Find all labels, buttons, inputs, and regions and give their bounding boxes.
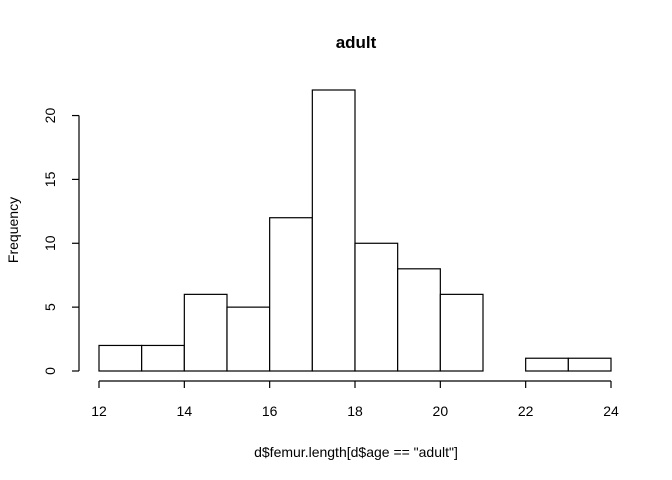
histogram-bar-1 xyxy=(141,344,185,372)
y-tick-label-10: 10 xyxy=(42,235,58,251)
x-tick-label-18: 18 xyxy=(347,403,363,419)
x-tick-label-24: 24 xyxy=(603,403,619,419)
y-tick-label-20: 20 xyxy=(42,108,58,124)
x-axis: 12 14 16 18 20 22 24 xyxy=(91,380,619,419)
x-tick-label-16: 16 xyxy=(262,403,278,419)
histogram-bar-6 xyxy=(354,242,399,372)
histogram-bar-8 xyxy=(439,293,484,372)
histogram-bar-4 xyxy=(269,217,313,372)
x-tick-label-14: 14 xyxy=(177,403,193,419)
x-tick-label-12: 12 xyxy=(91,403,107,419)
histogram-bar-11 xyxy=(567,357,612,372)
x-axis-label: d$femur.length[d$age == "adult"] xyxy=(254,444,458,460)
histogram-bar-3 xyxy=(226,306,271,372)
histogram-bar-2 xyxy=(183,293,228,372)
y-tick-label-0: 0 xyxy=(42,367,58,375)
chart-title: adult xyxy=(336,33,377,52)
y-axis-label: Frequency xyxy=(5,197,21,263)
histogram-bar-10 xyxy=(525,357,569,372)
y-tick-label-5: 5 xyxy=(42,303,58,311)
histogram-bars xyxy=(98,89,612,372)
histogram-bar-7 xyxy=(397,268,441,372)
histogram-bar-0 xyxy=(98,344,143,372)
x-tick-label-20: 20 xyxy=(433,403,449,419)
x-tick-label-22: 22 xyxy=(518,403,534,419)
y-axis: 0 5 10 15 20 xyxy=(42,108,80,375)
histogram-bar-5 xyxy=(311,89,356,372)
y-tick-label-15: 15 xyxy=(42,171,58,187)
